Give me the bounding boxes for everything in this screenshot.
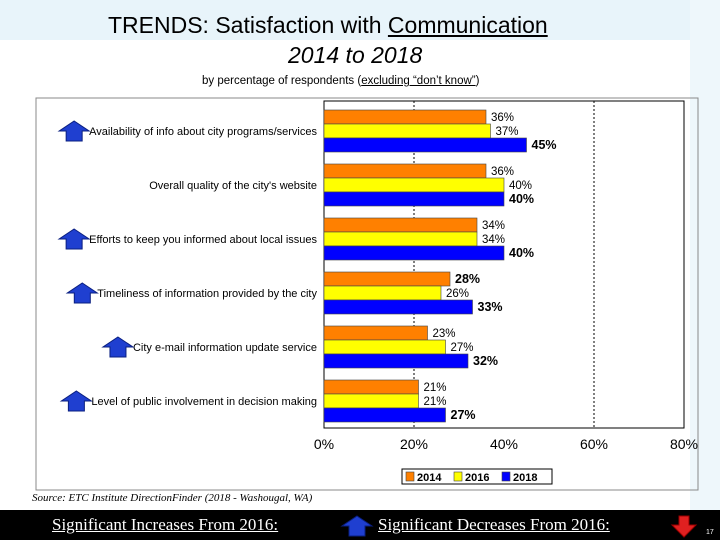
arrow-up-icon: [57, 120, 91, 142]
bar-2014: [323, 109, 487, 125]
data-label: 32%: [473, 354, 498, 368]
legend-label: 2014: [417, 472, 442, 484]
bar-2018: [323, 245, 505, 261]
arrow-down-icon: [670, 515, 698, 538]
data-label: 37%: [496, 126, 519, 138]
bar-2018: [323, 137, 527, 153]
category-label: City e-mail information update service: [133, 342, 317, 354]
bar-2016: [323, 123, 491, 139]
x-tick-label: 40%: [490, 436, 518, 452]
data-label: 34%: [482, 220, 505, 232]
data-label: 40%: [509, 246, 534, 260]
slide-right-band: [690, 0, 720, 510]
data-label: 36%: [491, 166, 514, 178]
bar-2018: [323, 407, 446, 423]
data-label: 45%: [532, 138, 557, 152]
page-number: 17: [706, 529, 714, 536]
arrow-up-icon: [340, 515, 374, 537]
subtitle-post: ): [475, 75, 480, 87]
data-label: 33%: [478, 300, 503, 314]
title-emphasis: Communication: [387, 12, 548, 38]
data-label: 34%: [482, 234, 505, 246]
chart-years: 2014 to 2018: [288, 42, 423, 68]
footer-decrease-label: Significant Decreases From 2016:: [378, 515, 610, 534]
legend-label: 2018: [513, 472, 537, 484]
category-label: Availability of info about city programs…: [89, 126, 317, 138]
legend-swatch-2018: [501, 471, 511, 482]
bar-2014: [323, 379, 419, 395]
bar-2014: [323, 163, 487, 179]
data-label: 21%: [424, 396, 447, 408]
arrow-up-icon: [65, 282, 99, 304]
data-label: 36%: [491, 112, 514, 124]
category-label: Level of public involvement in decision …: [91, 396, 317, 408]
bar-2016: [323, 339, 446, 355]
bar-2018: [323, 191, 505, 207]
subtitle-pre: by percentage of respondents (: [202, 75, 362, 87]
data-label: 40%: [509, 180, 532, 192]
chart-subtitle: by percentage of respondents (excluding …: [202, 75, 479, 87]
arrow-up-icon: [101, 336, 135, 358]
legend-label: 2016: [465, 472, 489, 484]
x-tick-label: 20%: [400, 436, 428, 452]
source-note: Source: ETC Institute DirectionFinder (2…: [32, 492, 313, 504]
data-label: 40%: [509, 192, 534, 206]
legend-swatch-2014: [405, 471, 415, 482]
bar-2014: [323, 271, 451, 287]
legend-swatch-2016: [453, 471, 463, 482]
category-label: Timeliness of information provided by th…: [97, 288, 317, 300]
subtitle-emphasis: excluding “don’t know”: [361, 75, 476, 87]
plot-area: [323, 100, 685, 429]
data-label: 28%: [455, 272, 480, 286]
category-label: Overall quality of the city's website: [149, 180, 317, 192]
bar-2018: [323, 299, 473, 315]
bar-2018: [323, 353, 469, 369]
x-tick-label: 80%: [670, 436, 698, 452]
arrow-up-icon: [57, 228, 91, 250]
arrow-up-icon: [59, 390, 94, 412]
x-tick-label: 0%: [314, 436, 334, 452]
slide-top-band: [0, 0, 720, 40]
data-label: 26%: [446, 288, 469, 300]
footer-increase-label: Significant Increases From 2016:: [52, 515, 279, 534]
title-prefix: TRENDS: Satisfaction with: [108, 12, 388, 38]
bar-2016: [323, 393, 419, 409]
chart-title: TRENDS: Satisfaction with Communication: [108, 12, 548, 39]
bar-chart: 0% 20% 40% 60% 80% 36% 37% 45% Availability of i…: [35, 97, 699, 491]
data-label: 21%: [424, 382, 447, 394]
bar-2016: [323, 177, 505, 193]
bar-2014: [323, 325, 428, 341]
data-label: 23%: [433, 328, 456, 340]
bar-2016: [323, 285, 442, 301]
data-label: 27%: [451, 342, 474, 354]
bar-2016: [323, 231, 478, 247]
category-label: Efforts to keep you informed about local…: [89, 234, 317, 246]
chart-frame: [35, 97, 699, 491]
x-tick-label: 60%: [580, 436, 608, 452]
bar-2014: [323, 217, 478, 233]
data-label: 27%: [451, 408, 476, 422]
legend-box: [401, 468, 553, 485]
